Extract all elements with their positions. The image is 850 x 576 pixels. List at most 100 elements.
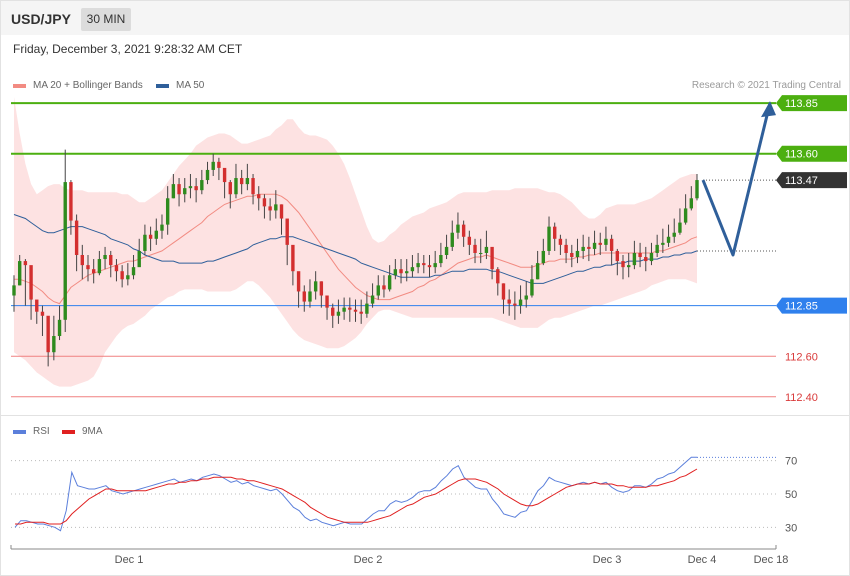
candle [109,250,113,278]
candle-body [46,315,50,353]
candle-body [410,267,415,272]
ma50-line [13,214,698,284]
candle-body [313,281,318,292]
candle [126,263,130,286]
candle [678,208,682,235]
candle-body [52,336,56,353]
candle [644,246,648,272]
level-label: 113.85 [785,98,818,110]
candle [188,173,193,199]
candle [35,299,39,324]
candle [655,234,659,258]
candle-body [393,269,398,276]
candle-body [57,319,62,337]
currency-pair-label: USD/JPY [11,11,71,27]
candle-body [228,182,232,195]
candle-body [302,291,306,302]
candle [518,285,523,314]
candle-body [581,246,585,251]
candle [513,291,517,320]
bollinger-band [14,97,697,387]
candle [575,238,580,264]
candle-body [689,198,694,209]
candle-body [638,252,642,258]
candle-body [524,295,528,300]
candle [308,279,312,308]
legend-rsi: RSI [13,426,50,437]
candle [416,252,420,274]
candle-body [439,255,443,264]
x-tick-label: Dec 18 [754,554,789,566]
level-last-113.47: 113.47 [703,172,847,189]
candle [570,244,574,268]
candle-body [655,244,659,253]
candle [313,271,318,300]
candle [479,238,483,264]
ma9-legend-label: 9MA [82,426,103,437]
level-label: 112.85 [785,301,818,313]
candle [433,250,437,274]
candle [609,234,614,266]
candle [57,305,62,341]
candle-body [154,230,158,239]
candle [666,224,671,247]
level-label: 113.60 [785,149,818,161]
forecast-arrow-head [761,101,776,118]
candle [638,242,642,268]
candle-body [91,269,96,274]
ma20-legend-label: MA 20 + Bollinger Bands [33,80,143,91]
candle-body [211,161,215,170]
candle [649,242,654,266]
candle [427,255,432,278]
candle [604,226,608,251]
candle-body [171,184,176,199]
candle-body [456,224,460,233]
candle-body [672,232,676,237]
candle [370,283,375,308]
rsi-tick-label: 70 [785,456,797,468]
candle [621,255,625,280]
candle [97,250,102,276]
candle-body [615,250,620,262]
candle [376,275,380,300]
candle-body [467,236,472,245]
candle [154,218,158,245]
candle-body [666,236,671,243]
candle-body [336,311,341,316]
x-tick-label: Dec 4 [688,554,717,566]
level-tag [776,145,847,162]
candle-body [353,309,358,312]
rsi-tick-label: 30 [785,522,797,534]
candle [530,265,534,298]
candle [587,236,591,262]
chart-header: USD/JPY 30 MIN [1,1,849,35]
candle [325,295,329,320]
candle [171,173,176,199]
candle-body [604,238,608,245]
candle-body [131,267,136,276]
forecast-arrow-line [701,102,772,257]
candle [228,180,232,209]
candle-body [661,242,665,245]
candle-body [234,178,238,195]
candle-body [365,303,369,314]
candle [74,214,79,272]
timeframe-button[interactable]: 30 MIN [81,8,131,31]
candle [40,305,45,337]
candle-body [518,299,523,306]
candle [165,186,170,235]
candle-body [86,265,90,270]
candle-body [342,307,346,312]
level-resistance-113.85: 113.85 [11,95,847,112]
candle [262,194,267,219]
ma20-swatch [13,83,26,88]
candle-body [325,295,329,308]
rsi-tick-label: 50 [785,489,797,501]
candle [148,226,153,251]
candle [114,259,119,282]
candle-body [331,307,335,316]
candle [17,255,22,286]
candle-body [29,265,33,300]
level-label: 112.60 [785,351,818,363]
